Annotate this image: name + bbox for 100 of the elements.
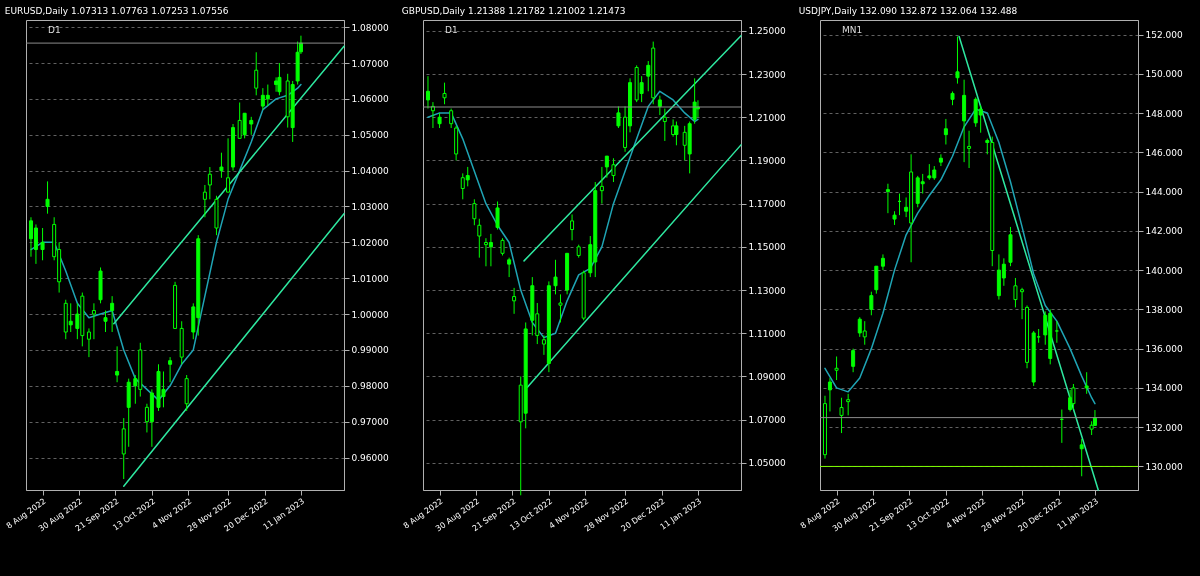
y-tick-label: 1.25000 <box>748 26 786 37</box>
candlestick <box>611 157 616 183</box>
candlestick <box>1054 320 1059 344</box>
candlestick <box>254 51 259 96</box>
candlestick <box>242 112 247 139</box>
candlestick <box>851 348 856 373</box>
annotation: MN1 <box>842 25 863 35</box>
candlestick <box>40 227 45 261</box>
candlestick <box>226 137 231 193</box>
y-tick-label: 1.02000 <box>351 237 389 248</box>
y-tick-label: 1.11000 <box>748 328 786 339</box>
candlestick <box>91 302 96 340</box>
candlestick <box>938 153 943 167</box>
candlestick <box>1079 438 1084 477</box>
y-tick-label: 1.15000 <box>748 242 786 253</box>
candlestick <box>168 356 173 383</box>
candlestick <box>1084 371 1089 395</box>
candlestick <box>604 155 609 179</box>
candlestick <box>885 183 890 214</box>
y-tick-label: 1.07000 <box>351 58 389 69</box>
candlestick <box>616 105 621 129</box>
chart-title: EURUSD,Daily 1.07313 1.07763 1.07253 1.07556 <box>4 6 229 16</box>
y-tick-label: 148.000 <box>1145 108 1183 119</box>
candlestick <box>207 166 212 200</box>
candlestick <box>662 108 667 142</box>
candlestick <box>553 259 558 295</box>
y-tick-label: 132.000 <box>1145 422 1183 433</box>
candlestick <box>507 257 512 278</box>
candlestick <box>219 152 224 179</box>
candlestick <box>692 77 697 125</box>
candlestick <box>846 393 851 416</box>
y-tick-label: 1.05000 <box>748 458 786 469</box>
candlestick <box>827 377 832 412</box>
candlestick <box>674 121 679 146</box>
candlestick <box>442 82 447 105</box>
candlestick <box>465 166 470 187</box>
y-tick-label: 1.07000 <box>748 415 786 426</box>
y-tick-label: 140.000 <box>1145 265 1183 276</box>
candlestick <box>869 291 874 316</box>
candlestick <box>943 118 948 145</box>
y-tick-label: 1.06000 <box>351 94 389 105</box>
candlestick <box>488 233 493 267</box>
candlestick <box>45 180 50 215</box>
y-tick-label: 0.98000 <box>351 381 389 392</box>
y-tick-label: 152.000 <box>1145 30 1183 41</box>
candlestick <box>202 184 207 218</box>
y-tick-label: 146.000 <box>1145 147 1183 158</box>
y-tick-label: 136.000 <box>1145 344 1183 355</box>
y-tick-label: 138.000 <box>1145 304 1183 315</box>
y-tick-label: 144.000 <box>1145 187 1183 198</box>
y-tick-label: 0.96000 <box>351 453 389 464</box>
candlestick <box>967 130 972 169</box>
y-tick-label: 1.13000 <box>748 285 786 296</box>
y-tick-label: 142.000 <box>1145 226 1183 237</box>
candlestick <box>449 108 454 129</box>
candlestick <box>33 223 38 265</box>
candlestick <box>277 62 282 96</box>
candlestick <box>839 397 844 434</box>
line-series <box>30 83 302 401</box>
candlestick <box>1071 383 1076 411</box>
candlestick <box>862 320 867 346</box>
candlestick <box>265 84 270 107</box>
chart-title: GBPUSD,Daily 1.21388 1.21782 1.21002 1.21473 <box>401 6 626 16</box>
candlestick <box>110 295 115 333</box>
candlestick <box>495 200 500 231</box>
candlestick <box>1020 287 1025 320</box>
candlestick <box>472 198 477 226</box>
y-tick-label: 1.08000 <box>351 22 389 33</box>
y-tick-label: 134.000 <box>1145 383 1183 394</box>
candlestick <box>477 218 482 259</box>
y-tick-label: 1.00000 <box>351 309 389 320</box>
y-tick-label: 130.000 <box>1145 461 1183 472</box>
y-tick-label: 1.23000 <box>748 69 786 80</box>
candlestick <box>570 213 575 241</box>
candlestick <box>512 287 517 315</box>
y-tick-label: 1.05000 <box>351 130 389 141</box>
line-series <box>824 108 1096 405</box>
candlestick <box>86 327 91 358</box>
y-tick-label: 0.99000 <box>351 345 389 356</box>
annotation: D1 <box>48 25 61 35</box>
y-tick-label: 1.01000 <box>351 273 389 284</box>
annotation: D1 <box>445 25 458 35</box>
candlestick <box>955 35 960 85</box>
candlestick <box>558 293 563 323</box>
chart-title: USDJPY,Daily 132.090 132.872 132.064 132.488 <box>798 6 1018 16</box>
y-tick-label: 1.19000 <box>748 155 786 166</box>
candlestick <box>874 265 879 295</box>
y-tick-label: 1.09000 <box>748 371 786 382</box>
candlestick <box>657 95 662 116</box>
candlestick <box>68 302 73 333</box>
candlestick <box>115 345 120 383</box>
candlestick <box>834 356 839 381</box>
y-tick-label: 1.04000 <box>351 166 389 177</box>
y-tick-label: 1.17000 <box>748 199 786 210</box>
candlestick <box>1013 277 1018 308</box>
candlestick <box>425 75 430 110</box>
y-tick-label: 1.03000 <box>351 201 389 212</box>
y-tick-label: 1.21000 <box>748 112 786 123</box>
candlestick <box>599 166 604 205</box>
candlestick <box>103 310 108 333</box>
